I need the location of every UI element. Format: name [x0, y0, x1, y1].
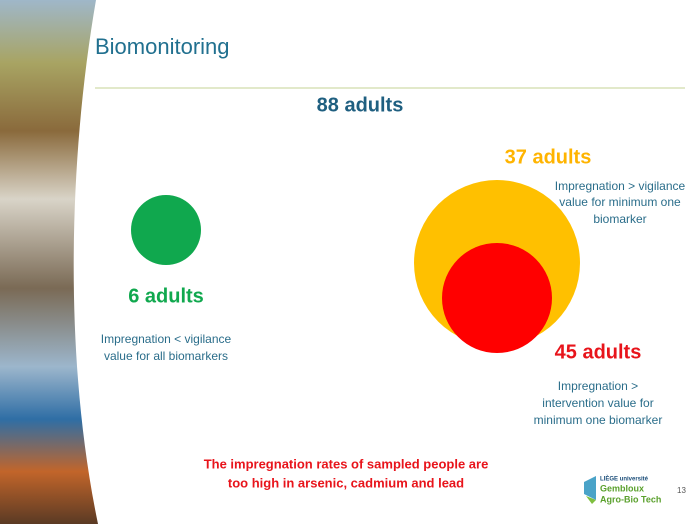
group-label: 45 adults — [555, 341, 642, 363]
logo-text: Agro-Bio Tech — [600, 494, 661, 504]
slide-title: Biomonitoring — [95, 34, 230, 59]
group-circle — [442, 243, 552, 353]
group-description: Impregnation > — [558, 379, 638, 393]
group-description: intervention value for — [542, 396, 653, 410]
group-description: minimum one biomarker — [534, 413, 663, 427]
group-description: biomarker — [593, 212, 646, 226]
photo-strip — [0, 0, 98, 524]
logo-icon — [584, 476, 596, 500]
group-description: Impregnation > vigilance — [555, 179, 686, 193]
total: 88 adults — [317, 94, 404, 116]
group-description: value for all biomarkers — [104, 349, 228, 363]
slide: Biomonitoring 88 adults 6 adults Impregn… — [0, 0, 697, 524]
group-circle — [131, 195, 201, 265]
conclusion: too high in arsenic, cadmium and lead — [228, 475, 464, 490]
group-description: Impregnation < vigilance — [101, 332, 232, 346]
page-number: 13 — [677, 486, 686, 495]
group-label: 6 adults — [128, 285, 204, 307]
logo-text: LIÈGE université — [600, 475, 649, 483]
group-description: value for minimum one — [559, 195, 681, 209]
conclusion: The impregnation rates of sampled people… — [204, 456, 489, 471]
group-label: 37 adults — [505, 146, 592, 168]
logo-text: Gembloux — [600, 483, 644, 493]
